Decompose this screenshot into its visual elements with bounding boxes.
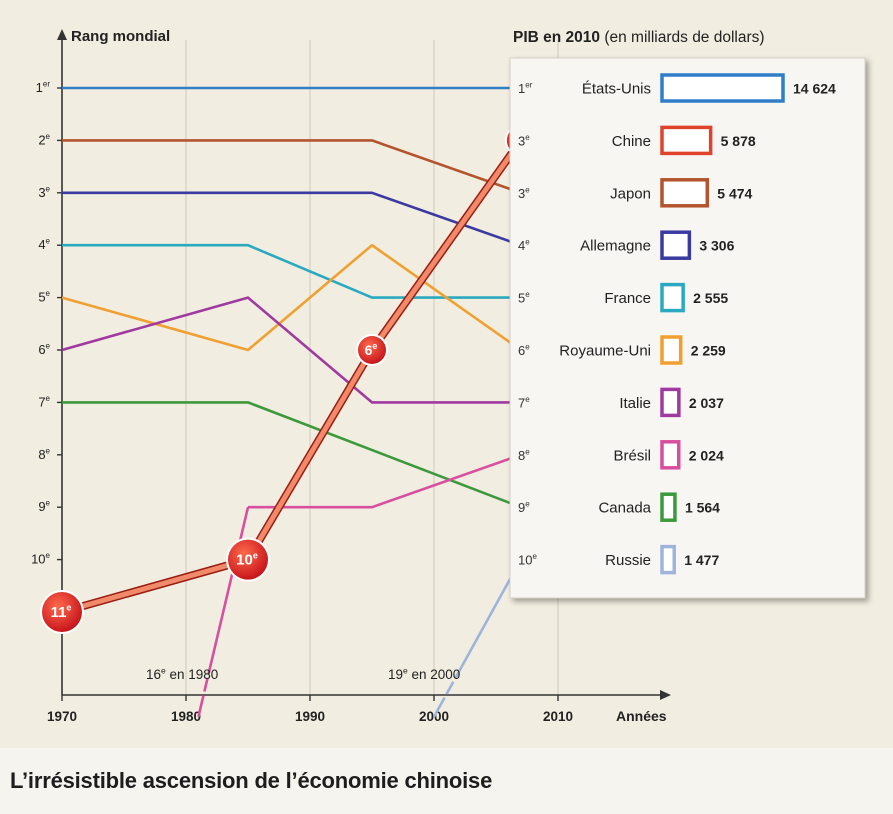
y-tick-label-10: 10e <box>31 551 50 566</box>
gdp-rank-4: 5e <box>518 290 530 305</box>
gdp-rank-2: 3e <box>518 185 530 200</box>
y-tick-label-5: 5e <box>38 289 50 304</box>
gdp-rank-5: 6e <box>518 343 530 358</box>
gdp-bar-5 <box>660 335 683 365</box>
gdp-country-7: Brésil <box>613 447 651 464</box>
gdp-panel: PIB en 2010 (en milliards de dollars) 1er… <box>509 29 866 599</box>
series-line-Canada <box>62 401 522 509</box>
figure-caption: L’irrésistible ascension de l’économie c… <box>10 768 493 793</box>
gdp-country-3: Allemagne <box>580 238 651 255</box>
gdp-bar-6 <box>660 387 681 418</box>
x-tick-label-1990: 1990 <box>295 709 325 724</box>
gdp-rank-0: 1er <box>518 81 533 96</box>
series-tail-Russie <box>432 558 522 718</box>
x-axis-label: Années <box>616 708 667 724</box>
gdp-country-2: Japon <box>610 185 651 202</box>
y-tick-label-3: 3e <box>38 184 50 199</box>
gdp-country-4: France <box>604 290 651 307</box>
gdp-value-1: 5 878 <box>721 133 756 149</box>
china-badge-6 <box>358 336 386 364</box>
gdp-value-8: 1 564 <box>685 500 720 516</box>
y-tick-label-6: 6e <box>38 342 50 357</box>
gdp-value-0: 14 624 <box>793 81 836 97</box>
gdp-rank-8: 9e <box>518 500 530 515</box>
gdp-value-5: 2 259 <box>691 343 726 359</box>
china-badge-11 <box>42 592 82 632</box>
series-line-chine <box>61 138 523 615</box>
y-axis-label: Rang mondial <box>71 28 170 45</box>
gdp-country-9: Russie <box>605 552 651 569</box>
gdp-value-9: 1 477 <box>684 552 719 568</box>
gdp-country-0: États-Unis <box>582 81 651 98</box>
tail-label-bresil: 16e en 1980 <box>146 666 218 683</box>
china-badge-label-10: 10e <box>236 550 258 568</box>
gdp-bar-1 <box>660 125 713 156</box>
gdp-panel-title: PIB en 2010 (en milliards de dollars) <box>513 29 765 46</box>
gdp-value-7: 2 024 <box>689 447 724 463</box>
gdp-bar-0 <box>660 73 785 103</box>
gdp-country-5: Royaume-Uni <box>559 343 651 360</box>
gdp-bar-4 <box>660 282 685 313</box>
gdp-rank-6: 7e <box>518 395 530 410</box>
china-badge-label-11: 11e <box>51 603 72 621</box>
y-tick-label-4: 4e <box>38 237 50 252</box>
y-tick-label-1: 1er <box>36 80 51 95</box>
gdp-country-6: Italie <box>619 395 651 412</box>
x-tick-label-2010: 2010 <box>543 709 573 724</box>
series-line-Allemagne <box>62 191 522 247</box>
gdp-value-2: 5 474 <box>717 185 752 201</box>
gdp-bar-2 <box>660 178 710 208</box>
caption-band <box>0 748 893 814</box>
x-tick-label-1980: 1980 <box>171 709 201 724</box>
gdp-rank-3: 4e <box>518 238 530 253</box>
china-badge-label-6: 6e <box>365 341 378 358</box>
gdp-rank-7: 8e <box>518 447 530 462</box>
series-line-Brésil <box>248 453 522 509</box>
gdp-bar-7 <box>660 440 681 470</box>
china-badge-10 <box>228 539 268 580</box>
y-tick-label-9: 9e <box>38 499 50 514</box>
tail-label-russie: 19e en 2000 <box>388 666 460 683</box>
gdp-value-4: 2 555 <box>693 290 728 306</box>
x-axis-arrow <box>660 690 671 700</box>
gdp-bar-3 <box>660 230 692 260</box>
gdp-country-8: Canada <box>598 500 651 517</box>
y-axis-arrow <box>57 29 67 40</box>
gdp-value-3: 3 306 <box>699 238 734 254</box>
series-line-France <box>62 243 558 299</box>
gdp-rank-1: 3e <box>518 133 530 148</box>
series-lines: 16e en 1980 19e en 2000 <box>60 86 558 718</box>
x-tick-label-1970: 1970 <box>47 709 77 724</box>
y-tick-label-7: 7e <box>38 394 50 409</box>
gdp-country-1: Chine <box>612 133 651 150</box>
gdp-bar-9 <box>660 544 676 575</box>
series-line-Italie <box>61 296 558 404</box>
gdp-value-6: 2 037 <box>689 395 724 411</box>
y-tick-label-2: 2e <box>38 132 50 147</box>
y-tick-label-8: 8e <box>38 446 50 461</box>
series-line-Japon <box>62 139 522 195</box>
gdp-bar-8 <box>660 492 677 522</box>
gdp-rank-9: 10e <box>518 552 537 567</box>
